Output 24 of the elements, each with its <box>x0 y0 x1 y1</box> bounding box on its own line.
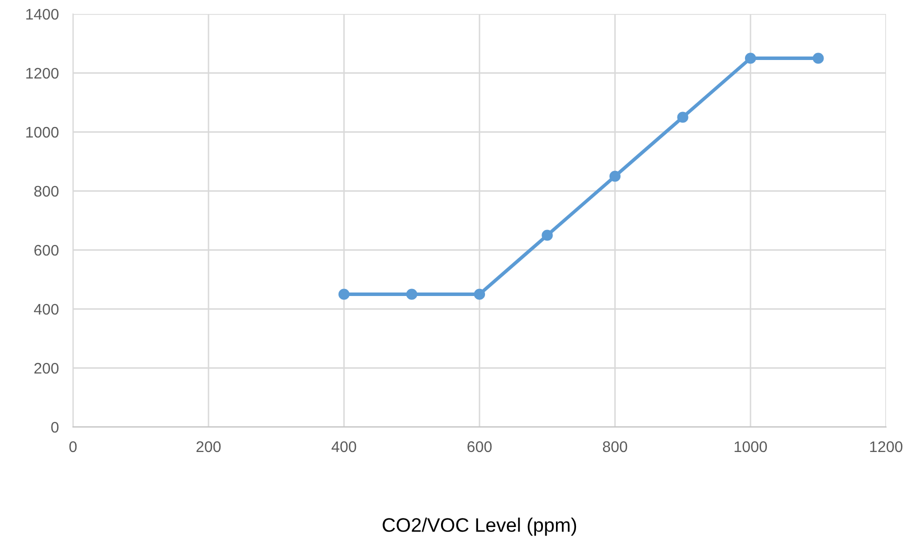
point <box>406 288 418 300</box>
y-tick-label: 0 <box>51 422 59 433</box>
y-tick-label: 800 <box>34 186 59 197</box>
point <box>542 230 553 241</box>
y-tick-label: 1000 <box>26 126 59 138</box>
x-tick-label: 1200 <box>870 441 902 452</box>
point <box>744 52 756 64</box>
x-tick-label: 0 <box>69 441 77 452</box>
x-tick-label: 600 <box>468 441 492 452</box>
y-tick-label: 200 <box>34 362 59 374</box>
x-tick-label: 400 <box>332 441 356 452</box>
y-tick-label: 400 <box>34 304 59 315</box>
point <box>609 170 621 182</box>
y-tick-label: 600 <box>34 244 59 256</box>
x-tick-label: 1000 <box>734 441 767 452</box>
point <box>474 288 486 300</box>
point <box>338 288 350 300</box>
x-tick-label: 200 <box>196 441 221 452</box>
point <box>812 52 824 64</box>
x-tick-label: 800 <box>602 441 628 452</box>
y-tick-label: 1400 <box>26 8 59 20</box>
point <box>677 112 688 123</box>
y-tick-label: 1200 <box>26 68 59 79</box>
x-axis-title: CO2/VOC Level (ppm) <box>382 518 576 536</box>
